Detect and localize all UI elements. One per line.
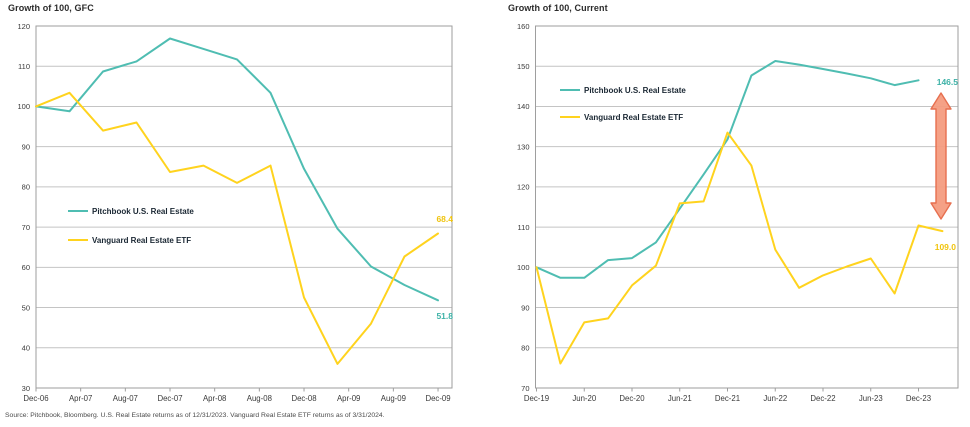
y-axis-label: 60 — [22, 263, 30, 272]
x-axis-label: Jun-23 — [859, 394, 883, 403]
y-axis-label: 80 — [521, 344, 529, 353]
x-axis-label: Jun-22 — [763, 394, 787, 403]
legend-label-vanguard-real-estate-etf: Vanguard Real Estate ETF — [92, 236, 191, 245]
y-axis-label: 110 — [18, 62, 30, 71]
legend-label-pitchbook-u-s-real-estate: Pitchbook U.S. Real Estate — [584, 86, 686, 95]
y-axis-label: 100 — [17, 102, 30, 111]
y-axis-label: 140 — [517, 102, 530, 111]
right-chart-title: Growth of 100, Current — [508, 3, 608, 13]
x-axis-label: Apr-09 — [337, 394, 360, 403]
y-axis-label: 120 — [17, 22, 30, 31]
series-line-vanguard-real-estate-etf — [535, 131, 944, 365]
series-line-pitchbook-u-s-real-estate — [35, 37, 439, 302]
plot-border — [535, 25, 959, 389]
x-axis-label: Dec-21 — [715, 394, 740, 403]
x-axis-label: Dec-09 — [425, 394, 450, 403]
y-axis-label: 110 — [518, 223, 530, 232]
x-axis-label: Dec-23 — [906, 394, 931, 403]
x-axis-label: Dec-08 — [291, 394, 316, 403]
left-chart-title: Growth of 100, GFC — [8, 3, 94, 13]
x-axis-label: Jun-21 — [668, 394, 692, 403]
y-axis-label: 150 — [517, 62, 530, 71]
y-axis-label: 160 — [517, 22, 530, 31]
x-axis-label: Dec-06 — [23, 394, 48, 403]
series-line-pitchbook-u-s-real-estate — [535, 60, 920, 279]
data-label-vanguard-real-estate-etf: 109.0 — [935, 242, 957, 252]
x-axis-label: Apr-08 — [203, 394, 226, 403]
y-axis-label: 50 — [22, 303, 30, 312]
x-axis-label: Aug-08 — [247, 394, 272, 403]
x-axis-label: Jun-20 — [572, 394, 597, 403]
y-axis-label: 70 — [521, 384, 529, 393]
x-axis-label: Aug-09 — [381, 394, 406, 403]
y-axis-label: 120 — [517, 183, 530, 192]
double-arrow-annotation — [930, 92, 952, 220]
data-label-pitchbook-u-s-real-estate: 146.5 — [937, 77, 959, 87]
y-axis-label: 30 — [22, 384, 30, 393]
series-line-vanguard-real-estate-etf — [35, 91, 439, 365]
y-axis-label: 70 — [22, 223, 30, 232]
y-axis-label: 100 — [517, 263, 530, 272]
y-axis-label: 80 — [22, 183, 30, 192]
data-label-pitchbook-u-s-real-estate: 51.8 — [436, 311, 453, 321]
x-axis-label: Apr-07 — [69, 394, 92, 403]
legend-label-pitchbook-u-s-real-estate: Pitchbook U.S. Real Estate — [92, 207, 194, 216]
y-axis-label: 90 — [22, 142, 30, 151]
plot-border — [35, 25, 453, 389]
source-note: Source: Pitchbook, Bloomberg. U.S. Real … — [5, 412, 385, 419]
x-axis-label: Aug-07 — [113, 394, 138, 403]
x-axis-label: Dec-20 — [619, 394, 645, 403]
x-axis-label: Dec-07 — [157, 394, 182, 403]
y-axis-label: 130 — [517, 142, 530, 151]
y-axis-label: 90 — [521, 303, 529, 312]
x-axis-label: Dec-19 — [524, 394, 549, 403]
y-axis-label: 40 — [22, 344, 30, 353]
legend-label-vanguard-real-estate-etf: Vanguard Real Estate ETF — [584, 113, 683, 122]
x-axis-label: Dec-22 — [810, 394, 835, 403]
data-label-vanguard-real-estate-etf: 68.4 — [436, 214, 453, 224]
